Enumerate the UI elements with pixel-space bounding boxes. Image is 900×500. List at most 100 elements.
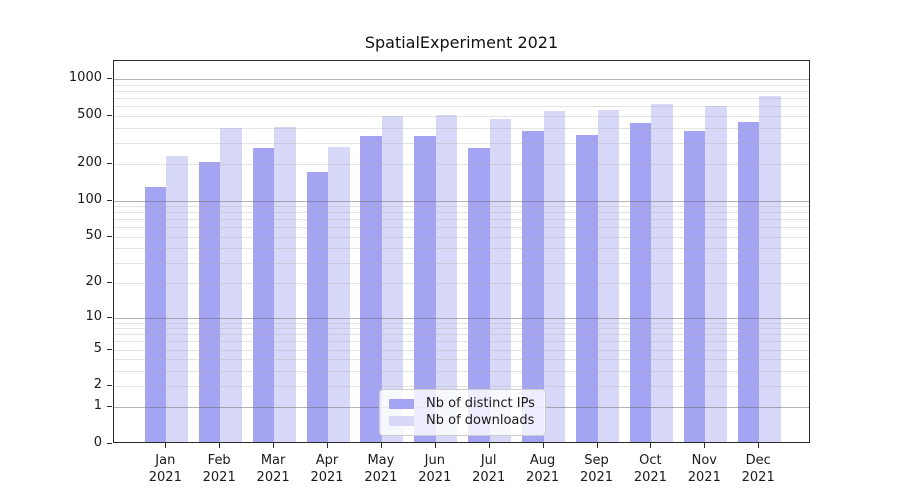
bar-downloads-jun [435, 115, 458, 442]
bar-downloads-dec [759, 96, 781, 442]
minor-gridline [114, 85, 809, 86]
minor-gridline [114, 341, 809, 343]
minor-gridline [114, 386, 809, 387]
y-tick-label: 0 [93, 435, 102, 450]
bar-distinct-ips-jan [144, 187, 167, 442]
y-tick-mark [107, 78, 112, 80]
chart-title: SpatialExperiment 2021 [364, 33, 559, 52]
minor-gridline [114, 219, 809, 221]
minor-gridline [114, 127, 809, 129]
x-tick-mark [704, 443, 706, 448]
minor-gridline [114, 98, 809, 100]
bar-downloads-may [381, 115, 404, 442]
legend: Nb of distinct IPs Nb of downloads [379, 389, 546, 436]
bar-distinct-ips-nov [683, 131, 706, 442]
bar-distinct-ips-oct [629, 123, 652, 442]
bar-distinct-ips-jul [468, 147, 490, 442]
x-tick-mark [165, 443, 167, 448]
bar-downloads-jan [166, 156, 188, 442]
minor-gridline [114, 142, 809, 144]
bar-downloads-mar [274, 126, 296, 442]
legend-swatch-downloads [389, 415, 414, 426]
bar-distinct-ips-jun [414, 135, 436, 442]
y-tick-mark [107, 348, 112, 350]
x-tick-label: May 2021 [364, 453, 398, 485]
y-tick-label: 1000 [68, 70, 102, 86]
plot-area [113, 60, 810, 443]
x-tick-mark [380, 443, 382, 448]
x-tick-label: Jun 2021 [418, 453, 452, 485]
y-tick-mark [107, 316, 112, 318]
bar-downloads-jul [489, 118, 512, 442]
x-tick-label: Sep 2021 [579, 453, 614, 485]
minor-gridline [114, 227, 809, 229]
legend-item-distinct-ips: Nb of distinct IPs [389, 395, 536, 412]
bar-distinct-ips-may [360, 136, 382, 442]
x-tick-label: Dec 2021 [741, 453, 775, 485]
y-tick-mark [107, 385, 112, 386]
minor-gridline [114, 236, 809, 238]
bar-downloads-sep [597, 110, 619, 442]
x-tick-mark [273, 443, 275, 448]
y-tick-mark [107, 235, 112, 237]
x-tick-mark [434, 443, 436, 448]
minor-gridline [114, 116, 809, 117]
bar-downloads-feb [220, 128, 242, 442]
legend-swatch-distinct-ips [389, 398, 414, 409]
minor-gridline [114, 91, 809, 93]
x-tick-label: Apr 2021 [310, 453, 344, 485]
minor-gridline [114, 283, 809, 285]
major-gridline [114, 79, 809, 81]
bar-downloads-oct [651, 103, 673, 442]
y-tick-mark [107, 115, 112, 116]
legend-item-downloads: Nb of downloads [389, 412, 536, 429]
y-tick-label: 10 [85, 308, 102, 324]
bar-distinct-ips-apr [306, 172, 328, 442]
x-tick-label: Jul 2021 [472, 453, 506, 485]
minor-gridline [114, 106, 809, 108]
y-tick-label: 500 [77, 107, 102, 122]
major-gridline [114, 200, 809, 202]
x-tick-mark [596, 443, 598, 448]
bar-distinct-ips-aug [522, 131, 544, 442]
x-tick-mark [650, 443, 652, 448]
x-tick-label: Feb 2021 [202, 453, 236, 485]
major-gridline [114, 317, 809, 319]
bar-distinct-ips-sep [576, 134, 598, 442]
bar-downloads-aug [543, 111, 566, 442]
minor-gridline [114, 328, 809, 330]
bar-downloads-nov [705, 106, 727, 442]
y-tick-label: 100 [77, 191, 102, 207]
minor-gridline [114, 248, 809, 249]
minor-gridline [114, 206, 809, 207]
x-tick-label: Nov 2021 [687, 453, 721, 485]
minor-gridline [114, 334, 809, 336]
y-tick-label: 5 [93, 340, 102, 356]
x-tick-mark [219, 443, 221, 448]
x-tick-mark [542, 443, 544, 448]
bar-distinct-ips-dec [737, 121, 760, 442]
gridlines-layer [114, 61, 809, 442]
x-tick-label: Jan 2021 [148, 453, 182, 485]
y-tick-mark [107, 282, 112, 284]
y-tick-label: 20 [85, 274, 102, 290]
x-tick-label: Aug 2021 [526, 453, 560, 485]
bars-layer [114, 61, 809, 442]
x-tick-label: Oct 2021 [633, 453, 667, 485]
bar-distinct-ips-mar [252, 148, 275, 442]
bar-downloads-apr [328, 147, 350, 442]
minor-gridline [114, 262, 809, 264]
minor-gridline [114, 370, 809, 372]
y-tick-mark [107, 406, 112, 408]
y-tick-label: 50 [85, 227, 102, 243]
minor-gridline [114, 212, 809, 214]
y-tick-mark [107, 199, 112, 201]
x-tick-label: Mar 2021 [256, 453, 290, 485]
x-tick-mark [327, 443, 328, 448]
legend-label-distinct-ips: Nb of distinct IPs [426, 396, 535, 411]
y-tick-label: 200 [77, 155, 102, 171]
minor-gridline [114, 359, 809, 361]
minor-gridline [114, 164, 809, 166]
minor-gridline [114, 322, 809, 324]
y-tick-label: 1 [93, 398, 102, 414]
